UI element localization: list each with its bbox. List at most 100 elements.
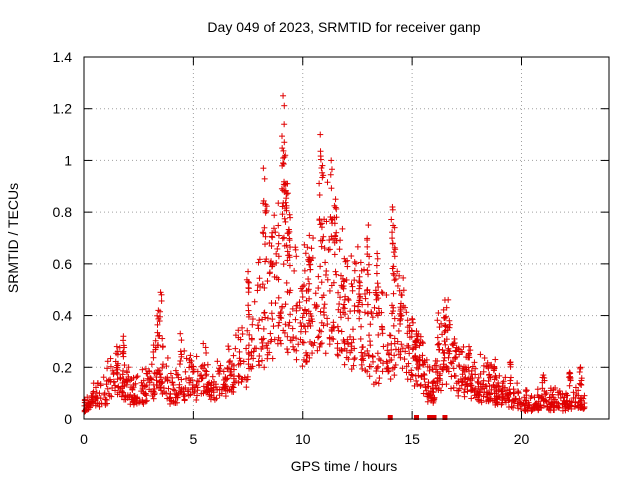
data-point [420, 370, 427, 377]
data-point [450, 358, 457, 365]
data-point [143, 382, 150, 389]
data-point [154, 369, 161, 376]
data-point [264, 345, 271, 352]
data-point [314, 347, 321, 354]
data-point [284, 349, 291, 356]
data-point [262, 233, 269, 240]
data-point [292, 246, 299, 253]
x-tick-label: 20 [514, 431, 530, 447]
data-point [418, 374, 425, 381]
data-point [318, 220, 325, 227]
data-point [359, 301, 366, 308]
data-point [312, 304, 319, 311]
zero-marker [442, 415, 448, 420]
data-point [117, 375, 124, 382]
data-point [310, 235, 317, 242]
data-point [155, 342, 162, 349]
data-point [358, 349, 365, 356]
data-point [168, 397, 175, 404]
data-point [264, 355, 271, 362]
data-point [256, 317, 263, 324]
data-point [334, 351, 341, 358]
data-point [331, 239, 338, 246]
data-point [352, 260, 359, 267]
data-point [275, 232, 282, 239]
data-point [406, 350, 413, 357]
data-point [474, 378, 481, 385]
data-point [281, 329, 288, 336]
data-point [424, 398, 431, 405]
data-point [198, 390, 205, 397]
data-point [257, 283, 264, 290]
data-point [316, 192, 323, 199]
data-point [368, 308, 375, 315]
data-point [435, 346, 442, 353]
data-point [282, 218, 289, 225]
data-point [471, 386, 478, 393]
data-point [107, 363, 114, 370]
data-point [391, 364, 398, 371]
data-point [125, 373, 132, 380]
data-point [246, 331, 253, 338]
data-point [279, 162, 286, 169]
data-point [341, 255, 348, 262]
data-point [337, 272, 344, 279]
data-point [327, 171, 334, 178]
data-point [403, 363, 410, 370]
data-point [243, 384, 250, 391]
data-point [351, 307, 358, 314]
data-point [465, 364, 472, 371]
data-point [477, 351, 484, 358]
data-point [383, 358, 390, 365]
data-point [549, 391, 556, 398]
data-point [395, 327, 402, 334]
data-point [312, 290, 319, 297]
data-point [367, 321, 374, 328]
data-point [202, 367, 209, 374]
data-point [209, 386, 216, 393]
data-point [196, 372, 203, 379]
data-point [413, 328, 420, 335]
data-point [281, 102, 288, 109]
data-point [411, 382, 418, 389]
data-point [358, 361, 365, 368]
data-point [455, 387, 462, 394]
data-point [567, 377, 574, 384]
data-point [281, 215, 288, 222]
data-point [319, 294, 326, 301]
data-point [167, 390, 174, 397]
data-point [263, 207, 270, 214]
data-point [404, 317, 411, 324]
data-point [157, 378, 164, 385]
data-point [409, 372, 416, 379]
data-point [297, 319, 304, 326]
data-point [364, 301, 371, 308]
data-point [389, 365, 396, 372]
data-point [578, 394, 585, 401]
data-point [443, 381, 450, 388]
data-point [365, 352, 372, 359]
data-point [417, 333, 424, 340]
data-point [419, 339, 426, 346]
data-point [468, 382, 475, 389]
data-point [369, 314, 376, 321]
data-point [408, 315, 415, 322]
data-point [306, 232, 313, 239]
data-point [271, 212, 278, 219]
data-point [522, 387, 529, 394]
data-point [383, 291, 390, 298]
data-point [528, 408, 535, 415]
data-point [434, 317, 441, 324]
data-point [348, 366, 355, 373]
data-point [426, 367, 433, 374]
data-point [417, 382, 424, 389]
data-point [459, 379, 466, 386]
data-point [483, 391, 490, 398]
data-point [245, 342, 252, 349]
zero-marker [427, 415, 433, 420]
data-point [236, 355, 243, 362]
data-point [492, 384, 499, 391]
data-point [210, 378, 217, 385]
data-point [505, 404, 512, 411]
data-point [238, 376, 245, 383]
